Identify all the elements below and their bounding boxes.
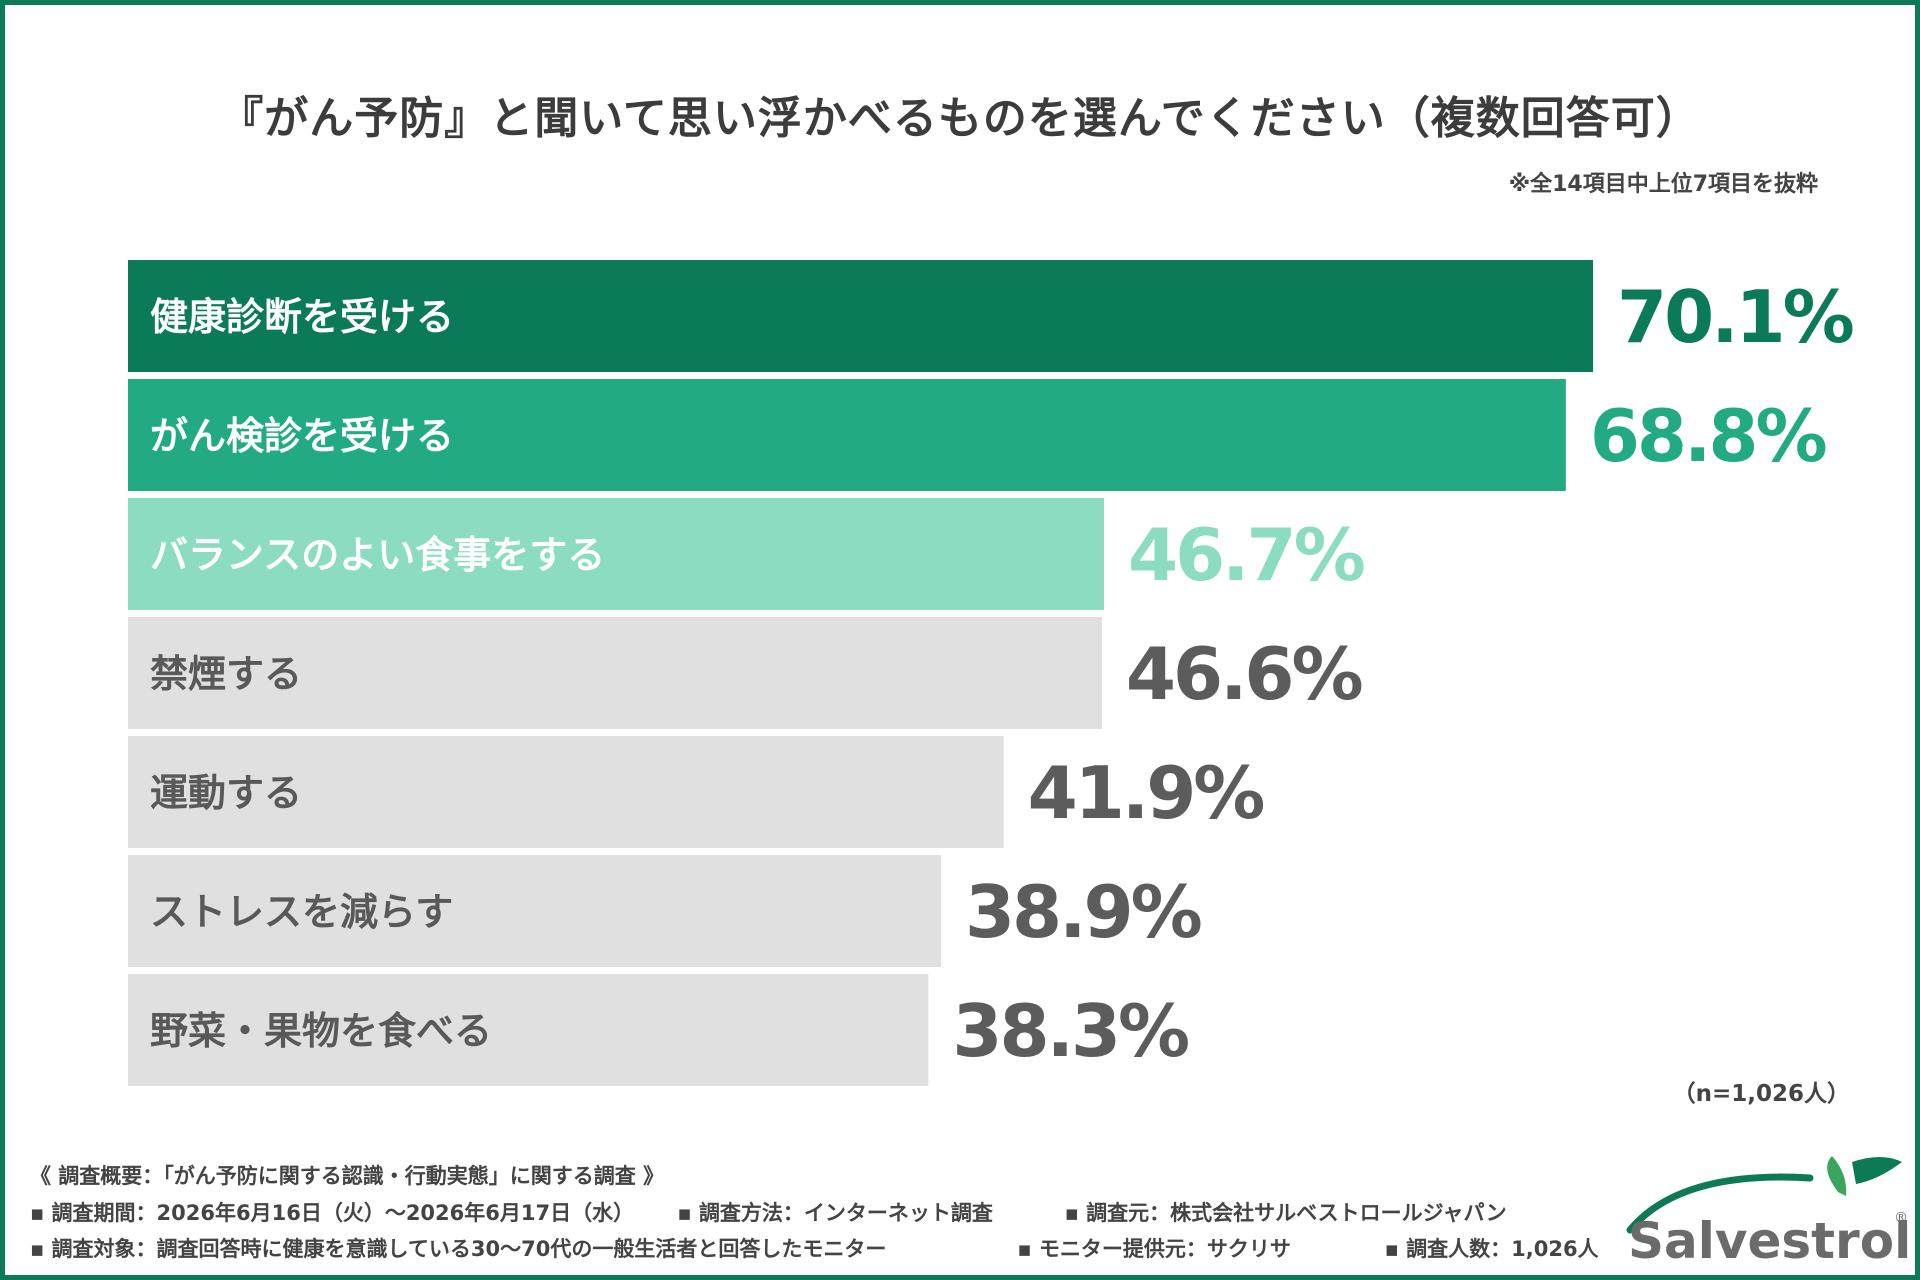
- bar-4: [128, 617, 1102, 729]
- chart-title: 『がん予防』と聞いて思い浮かべるものを選んでください（複数回答可）: [219, 93, 1701, 144]
- bar-3: [128, 498, 1104, 610]
- bar-label-4: 禁煙する: [150, 652, 302, 696]
- value-label-1: 70.1%: [1617, 275, 1853, 359]
- value-label-3: 46.7%: [1128, 513, 1364, 597]
- value-label-7: 38.3%: [952, 989, 1188, 1073]
- logo-leaf-icon: [1852, 1157, 1902, 1184]
- survey-count: ▪ 調査人数：1,026人: [1384, 1237, 1599, 1261]
- bar-chart: 健康診断を受ける 70.1% がん検診を受ける 68.8% バランスのよい食事をする 46…: [128, 260, 1856, 1086]
- survey-period: ▪ 調査期間：2026年6月16日（火）～2026年6月17日（水）: [30, 1201, 635, 1225]
- bar-6: [128, 855, 941, 967]
- logo-swoosh-icon: [1626, 1173, 1814, 1234]
- bar-5: [128, 736, 1004, 848]
- value-label-6: 38.9%: [965, 870, 1201, 954]
- footer-line-2: ▪ 調査対象：調査回答時に健康を意識している30～70代の一般生活者と回答したモ…: [30, 1233, 1599, 1263]
- bar-label-2: がん検診を受ける: [150, 414, 454, 458]
- salvestrol-logo: Salvestrol ®: [1626, 1156, 1910, 1270]
- bar-label-3: バランスのよい食事をする: [150, 533, 605, 577]
- logo-registered-mark: ®: [1894, 1210, 1908, 1226]
- logo-leaf-icon: [1827, 1156, 1847, 1196]
- survey-source: ▪ 調査元：株式会社サルベストロールジャパン: [1064, 1201, 1507, 1225]
- value-label-5: 41.9%: [1028, 751, 1264, 835]
- bar-label-6: ストレスを減らす: [150, 890, 453, 934]
- value-label-4: 46.6%: [1126, 632, 1362, 716]
- bar-1: [128, 260, 1593, 372]
- survey-method: ▪ 調査方法：インターネット調査: [677, 1201, 993, 1225]
- logo-text: Salvestrol: [1628, 1212, 1910, 1270]
- survey-target: ▪ 調査対象：調査回答時に健康を意識している30～70代の一般生活者と回答したモ…: [30, 1237, 887, 1261]
- footer-line-1: ▪ 調査期間：2026年6月16日（火）～2026年6月17日（水） ▪ 調査方…: [30, 1197, 1507, 1227]
- bar-label-7: 野菜・果物を食べる: [150, 1009, 492, 1053]
- bar-label-1: 健康診断を受ける: [150, 295, 454, 339]
- bar-7: [128, 974, 929, 1086]
- sample-size-label: （n=1,026人）: [1672, 1081, 1850, 1107]
- chart-note: ※全14項目中上位7項目を抜粋: [1508, 172, 1818, 197]
- value-label-2: 68.8%: [1590, 394, 1826, 478]
- monitor-provider: ▪ モニター提供元：サクリサ: [1017, 1237, 1291, 1261]
- survey-title: 《 調査概要：「がん予防に関する認識・行動実態」に関する調査 》: [30, 1164, 665, 1188]
- bar-2: [128, 379, 1566, 491]
- bar-label-5: 運動する: [150, 771, 302, 815]
